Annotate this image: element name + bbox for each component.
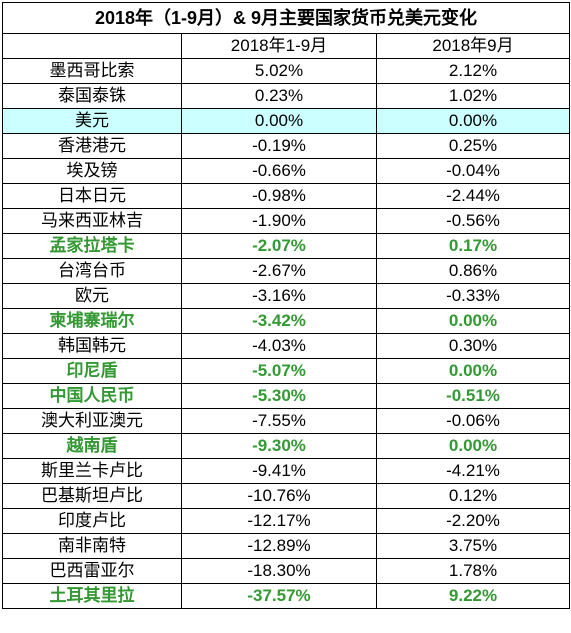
sep-change-cell: 0.00% (375, 108, 571, 134)
sep-change-cell: -0.56% (375, 208, 571, 234)
table-row: 孟家拉塔卡 -2.07% 0.17% (2, 233, 571, 259)
currency-name-cell: 孟家拉塔卡 (2, 233, 182, 259)
column-header-ytd: 2018年1-9月 (181, 33, 377, 59)
title-row: 2018年（1-9月）& 9月主要国家货币兑美元变化 (1, 2, 571, 34)
column-header-currency (2, 33, 182, 59)
table-title: 2018年（1-9月）& 9月主要国家货币兑美元变化 (1, 2, 571, 34)
table-row: 台湾台币 -2.67% 0.86% (2, 258, 571, 284)
currency-name-cell: 墨西哥比索 (2, 58, 182, 84)
currency-name-cell: 台湾台币 (2, 258, 182, 284)
table-row: 巴基斯坦卢比 -10.76% 0.12% (2, 483, 571, 509)
ytd-change-cell: 5.02% (181, 58, 377, 84)
currency-name-cell: 美元 (2, 108, 182, 134)
table-row: 越南盾 -9.30% 0.00% (2, 433, 571, 459)
sep-change-cell: 0.86% (375, 258, 571, 284)
ytd-change-cell: -5.30% (181, 383, 377, 409)
currency-name-cell: 中国人民币 (2, 383, 182, 409)
ytd-change-cell: -0.98% (181, 183, 377, 209)
ytd-change-cell: -3.16% (181, 283, 377, 309)
ytd-change-cell: 0.23% (181, 83, 377, 109)
sep-change-cell: 3.75% (375, 533, 571, 559)
ytd-change-cell: -2.67% (181, 258, 377, 284)
ytd-change-cell: -12.17% (181, 508, 377, 534)
currency-name-cell: 土耳其里拉 (2, 583, 182, 609)
ytd-change-cell: -12.89% (181, 533, 377, 559)
ytd-change-cell: -37.57% (181, 583, 377, 609)
sep-change-cell: 9.22% (375, 583, 571, 609)
table-body: 墨西哥比索 5.02% 2.12% 泰国泰铢 0.23% 1.02% 美元 0.00% 0.00… (2, 58, 571, 609)
currency-name-cell: 巴基斯坦卢比 (2, 483, 182, 509)
table-row: 美元 0.00% 0.00% (2, 108, 571, 134)
sep-change-cell: 0.00% (375, 308, 571, 334)
ytd-change-cell: -4.03% (181, 333, 377, 359)
ytd-change-cell: -10.76% (181, 483, 377, 509)
table-row: 香港港元 -0.19% 0.25% (2, 133, 571, 159)
currency-name-cell: 日本日元 (2, 183, 182, 209)
sep-change-cell: -0.33% (375, 283, 571, 309)
ytd-change-cell: -0.66% (181, 158, 377, 184)
table-row: 南非南特 -12.89% 3.75% (2, 533, 571, 559)
table-row: 斯里兰卡卢比 -9.41% -4.21% (2, 458, 571, 484)
sep-change-cell: 2.12% (375, 58, 571, 84)
sep-change-cell: 0.17% (375, 233, 571, 259)
table-row: 泰国泰铢 0.23% 1.02% (2, 83, 571, 109)
ytd-change-cell: -2.07% (181, 233, 377, 259)
sep-change-cell: -0.06% (375, 408, 571, 434)
currency-name-cell: 斯里兰卡卢比 (2, 458, 182, 484)
currency-name-cell: 南非南特 (2, 533, 182, 559)
sep-change-cell: -0.51% (375, 383, 571, 409)
table-row: 柬埔寨瑞尔 -3.42% 0.00% (2, 308, 571, 334)
table-row: 印尼盾 -5.07% 0.00% (2, 358, 571, 384)
sep-change-cell: -2.20% (375, 508, 571, 534)
ytd-change-cell: -0.19% (181, 133, 377, 159)
sep-change-cell: 0.12% (375, 483, 571, 509)
currency-name-cell: 越南盾 (2, 433, 182, 459)
table-row: 土耳其里拉 -37.57% 9.22% (2, 583, 571, 609)
sep-change-cell: 1.78% (375, 558, 571, 584)
table-row: 中国人民币 -5.30% -0.51% (2, 383, 571, 409)
ytd-change-cell: -9.30% (181, 433, 377, 459)
ytd-change-cell: -3.42% (181, 308, 377, 334)
currency-name-cell: 韩国韩元 (2, 333, 182, 359)
table-row: 印度卢比 -12.17% -2.20% (2, 508, 571, 534)
ytd-change-cell: -1.90% (181, 208, 377, 234)
currency-name-cell: 印尼盾 (2, 358, 182, 384)
sep-change-cell: 0.00% (375, 358, 571, 384)
sep-change-cell: 0.25% (375, 133, 571, 159)
table-row: 墨西哥比索 5.02% 2.12% (2, 58, 571, 84)
currency-name-cell: 巴西雷亚尔 (2, 558, 182, 584)
currency-name-cell: 印度卢比 (2, 508, 182, 534)
currency-name-cell: 澳大利亚澳元 (2, 408, 182, 434)
currency-name-cell: 埃及镑 (2, 158, 182, 184)
currency-name-cell: 泰国泰铢 (2, 83, 182, 109)
ytd-change-cell: 0.00% (181, 108, 377, 134)
currency-name-cell: 马来西亚林吉 (2, 208, 182, 234)
sep-change-cell: 0.30% (375, 333, 571, 359)
sep-change-cell: -0.04% (375, 158, 571, 184)
ytd-change-cell: -5.07% (181, 358, 377, 384)
table-row: 欧元 -3.16% -0.33% (2, 283, 571, 309)
table-row: 巴西雷亚尔 -18.30% 1.78% (2, 558, 571, 584)
table-row: 马来西亚林吉 -1.90% -0.56% (2, 208, 571, 234)
currency-name-cell: 香港港元 (2, 133, 182, 159)
currency-name-cell: 柬埔寨瑞尔 (2, 308, 182, 334)
sep-change-cell: 0.00% (375, 433, 571, 459)
column-header-sep: 2018年9月 (375, 33, 571, 59)
sep-change-cell: -2.44% (375, 183, 571, 209)
table-row: 日本日元 -0.98% -2.44% (2, 183, 571, 209)
table-row: 埃及镑 -0.66% -0.04% (2, 158, 571, 184)
table-row: 澳大利亚澳元 -7.55% -0.06% (2, 408, 571, 434)
ytd-change-cell: -9.41% (181, 458, 377, 484)
table-row: 韩国韩元 -4.03% 0.30% (2, 333, 571, 359)
currency-change-table: 2018年（1-9月）& 9月主要国家货币兑美元变化 2018年1-9月 201… (1, 2, 571, 609)
header-row: 2018年1-9月 2018年9月 (2, 33, 571, 59)
ytd-change-cell: -18.30% (181, 558, 377, 584)
ytd-change-cell: -7.55% (181, 408, 377, 434)
sep-change-cell: -4.21% (375, 458, 571, 484)
currency-name-cell: 欧元 (2, 283, 182, 309)
sep-change-cell: 1.02% (375, 83, 571, 109)
